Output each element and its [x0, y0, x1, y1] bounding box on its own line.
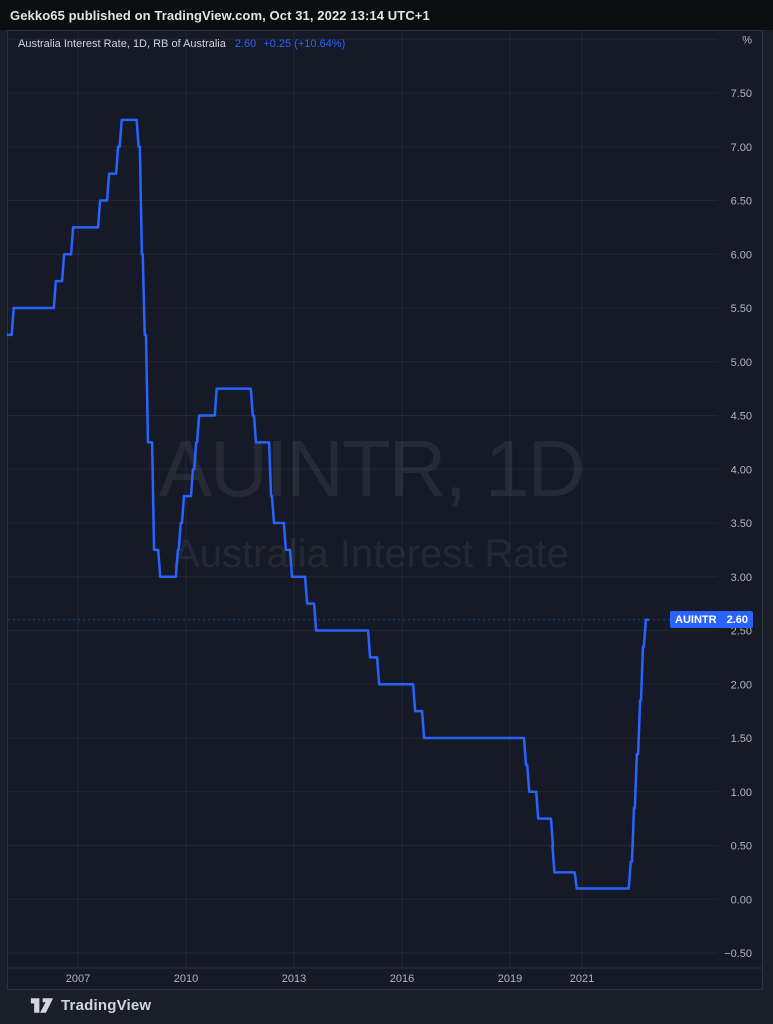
price-tick-label: 2.00 — [731, 679, 752, 691]
price-tick-label: 0.00 — [731, 894, 752, 906]
price-label-value: 2.60 — [726, 613, 748, 626]
price-label-symbol: AUINTR — [675, 613, 717, 626]
price-tick-label: 7.00 — [731, 142, 752, 154]
price-line-series[interactable] — [6, 118, 650, 890]
time-tick-label: 2013 — [282, 973, 306, 985]
time-tick-label: 2021 — [570, 973, 594, 985]
attribution-text: Gekko65 published on TradingView.com, Oc… — [10, 7, 430, 23]
gridlines — [8, 31, 718, 968]
price-tick-label: % — [742, 34, 752, 46]
price-tick-label: 3.50 — [731, 518, 752, 530]
price-tick-label: 6.50 — [731, 196, 752, 208]
time-tick-label: 2016 — [390, 973, 414, 985]
price-tick-label: −0.50 — [724, 948, 752, 960]
price-change-value: +0.25 (+10.64%) — [263, 38, 346, 50]
last-price-value: 2.60 — [234, 38, 257, 50]
price-tick-label: 3.00 — [731, 572, 752, 584]
price-tick-label: 1.50 — [731, 733, 752, 745]
price-tick-label: 6.00 — [731, 249, 752, 261]
footer-bar: TradingView — [30, 997, 151, 1014]
time-axis-labels[interactable]: 2007 2010 2013 2016 2019 2021 — [66, 973, 594, 985]
tradingview-logo-text[interactable]: TradingView — [61, 997, 152, 1014]
price-tick-label: 4.50 — [731, 411, 752, 423]
time-tick-label: 2007 — [66, 973, 90, 985]
price-tick-label: 1.00 — [731, 787, 752, 799]
price-tick-label: 4.00 — [731, 464, 752, 476]
price-tick-label: 2.50 — [731, 626, 752, 638]
price-tick-label: 7.50 — [731, 88, 752, 100]
price-axis-label: AUINTR 2.60 — [670, 611, 753, 628]
price-tick-label: 5.00 — [731, 357, 752, 369]
price-tick-label: 0.50 — [731, 841, 752, 853]
symbol-description[interactable]: Australia Interest Rate, 1D, RB of Austr… — [18, 38, 226, 50]
price-axis-labels[interactable]: % 7.50 7.00 6.50 6.00 5.50 5.00 4.50 4.00 3.50 3.0… — [724, 34, 752, 960]
time-tick-label: 2010 — [174, 973, 198, 985]
price-tick-label: 5.50 — [731, 303, 752, 315]
attribution-bar: Gekko65 published on TradingView.com, Oc… — [0, 0, 773, 30]
time-tick-label: 2019 — [498, 973, 522, 985]
tradingview-logo-icon[interactable] — [30, 997, 54, 1014]
chart-legend[interactable]: Australia Interest Rate, 1D, RB of Austr… — [18, 38, 345, 50]
